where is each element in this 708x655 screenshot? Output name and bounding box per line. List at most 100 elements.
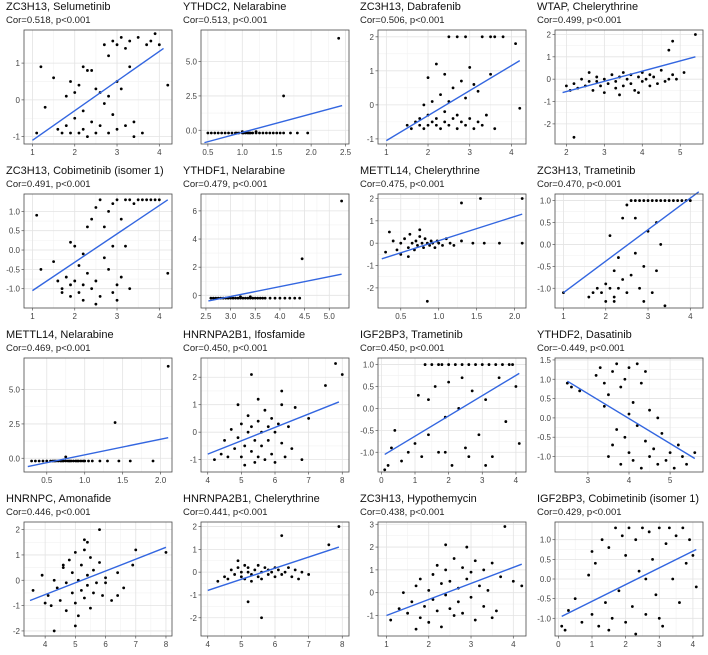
scatter-plot: 0.5 1.0 1.5 2.0 -2 -1 0 1 2 [367, 193, 527, 321]
x-tick-label: 5 [73, 640, 78, 649]
data-point [397, 607, 401, 611]
data-point [518, 106, 522, 110]
scatter-plot: 4 5 6 7 8 -1 0 1 2 [190, 357, 350, 485]
plot-border [23, 193, 173, 309]
data-point [429, 239, 433, 243]
data-point [145, 43, 149, 47]
data-point [607, 628, 611, 632]
regression-line [385, 60, 521, 142]
data-point [209, 296, 213, 300]
data-point [614, 80, 618, 83]
data-point [514, 385, 518, 388]
panel-subtitle: Cor=0.441, p<0.001 [183, 507, 268, 518]
data-point [401, 591, 405, 595]
data-point [604, 300, 608, 303]
data-point [60, 287, 64, 291]
data-point [70, 591, 74, 595]
data-point [90, 120, 94, 124]
plot-border [377, 193, 527, 309]
x-tick-label: 0.5 [41, 476, 53, 485]
y-tick-label: -1.0 [537, 284, 551, 293]
data-point [414, 627, 418, 631]
data-point [60, 131, 64, 135]
data-point [327, 543, 331, 547]
data-point [633, 88, 637, 92]
data-point [650, 291, 654, 295]
data-point [448, 241, 452, 245]
data-point [220, 131, 224, 135]
data-point [55, 586, 59, 590]
data-point [484, 113, 488, 117]
data-point [287, 425, 290, 429]
data-point [611, 443, 614, 447]
data-point [94, 302, 98, 306]
data-point [216, 131, 220, 135]
data-point [447, 35, 451, 39]
data-point [590, 550, 594, 553]
data-point [307, 573, 311, 576]
y-tick-label: -1 [190, 456, 198, 465]
data-point [403, 237, 406, 241]
data-point [300, 458, 304, 462]
data-point [460, 201, 463, 205]
data-point [474, 363, 477, 366]
plot-border [377, 521, 527, 637]
data-point [86, 540, 89, 544]
x-tick-label: 1 [384, 640, 389, 649]
data-point [263, 296, 267, 300]
data-point [617, 256, 620, 259]
data-point [430, 120, 434, 124]
data-point [459, 79, 463, 83]
data-point [615, 362, 619, 366]
data-point [638, 286, 641, 290]
data-point [273, 460, 277, 464]
plot-background [378, 194, 526, 308]
data-point [580, 77, 583, 81]
data-point [98, 459, 102, 463]
data-point [494, 363, 498, 366]
x-tick-label: 3 [115, 312, 120, 321]
data-point [153, 198, 157, 202]
data-point [430, 100, 434, 103]
data-point [426, 123, 430, 127]
data-point [98, 561, 101, 564]
data-point [230, 131, 234, 135]
data-point [667, 199, 671, 202]
data-point [393, 428, 397, 432]
data-point [495, 609, 498, 613]
y-tick-label: -1 [367, 262, 375, 271]
data-point [273, 296, 277, 300]
data-point [434, 123, 438, 127]
data-point [45, 459, 49, 463]
data-point [656, 82, 659, 86]
data-point [437, 241, 441, 245]
data-point [293, 568, 297, 572]
data-point [92, 591, 95, 595]
x-tick-label: 4 [43, 640, 48, 649]
data-point [680, 199, 684, 202]
data-point [489, 72, 492, 76]
data-point [102, 225, 106, 229]
data-point [503, 525, 507, 528]
data-point [35, 213, 39, 217]
data-point [391, 239, 395, 243]
data-point [656, 416, 660, 420]
data-point [595, 286, 599, 290]
data-point [443, 72, 447, 76]
y-tick-label: 0 [193, 568, 198, 577]
data-point [640, 80, 644, 83]
data-point [87, 459, 90, 463]
data-point [664, 542, 668, 546]
data-point [629, 273, 633, 277]
data-point [264, 131, 268, 135]
data-point [587, 295, 591, 299]
data-point [115, 43, 119, 47]
panel-subtitle: Cor=0.450, p<0.001 [183, 343, 268, 354]
scatter-panel: METTL14, Nelarabine Cor=0.469, p<0.001 0.5… [0, 328, 177, 491]
data-point [73, 279, 77, 283]
data-point [617, 286, 620, 290]
data-point [83, 459, 87, 463]
data-point [90, 217, 94, 221]
data-point [115, 127, 119, 131]
data-point [86, 135, 89, 139]
